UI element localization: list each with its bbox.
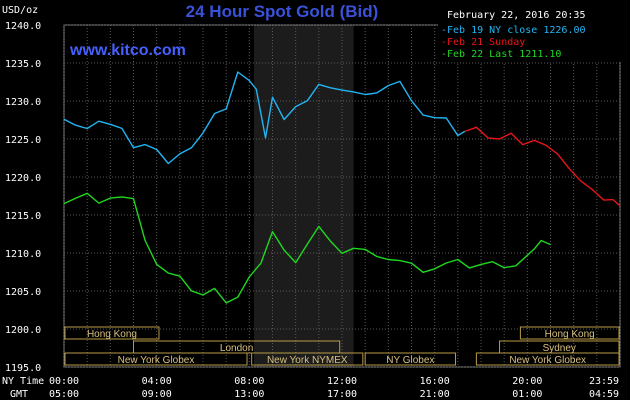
series-line (464, 126, 621, 207)
y-tick-label: 1200.0 (5, 325, 41, 336)
ny-time-label: NY Time (2, 376, 44, 387)
ny-tick-label: 08:00 (234, 376, 264, 387)
legend-entry: -Feb 19 NY close 1226.00 (441, 25, 586, 36)
y-tick-label: 1225.0 (5, 135, 41, 146)
ny-tick-label: 16:00 (420, 376, 450, 387)
session-label: Hong Kong (545, 329, 595, 340)
gmt-tick-label: 05:00 (49, 389, 79, 400)
legend-entry: -Feb 22 Last 1211.10 (441, 49, 561, 60)
session-label: New York Globex (118, 355, 195, 366)
legend: -Feb 19 NY close 1226.00-Feb 21 Sunday-F… (438, 22, 622, 62)
y-axis-ticks: 1240.0 1235.0 1230.0 1225.0 1220.0 1215.0 1210… (5, 21, 41, 374)
y-tick-label: 1240.0 (5, 21, 41, 32)
gmt-tick-label: 13:00 (234, 389, 264, 400)
gmt-tick-label: 01:00 (512, 389, 542, 400)
series-line (63, 71, 466, 165)
ny-tick-label: 23:59 (589, 376, 619, 387)
y-tick-label: 1205.0 (5, 287, 41, 298)
y-tick-label: 1235.0 (5, 59, 41, 70)
gmt-label: GMT (10, 389, 28, 400)
date-label: February 22, 2016 20:35 (447, 10, 585, 21)
x-axis-ticks: 00:00 04:00 08:00 12:00 16:00 20:00 23:59 05:00… (49, 376, 619, 400)
session-label: NY Globex (386, 355, 434, 366)
session-label: Hong Kong (87, 329, 137, 340)
y-tick-label: 1215.0 (5, 211, 41, 222)
legend-entry: -Feb 21 Sunday (441, 37, 525, 48)
session-bar (519, 326, 620, 340)
gmt-tick-label: 17:00 (327, 389, 357, 400)
session-bar (364, 352, 457, 366)
y-tick-label: 1195.0 (5, 363, 41, 374)
gmt-tick-label: 04:59 (589, 389, 619, 400)
unit-label: USD/oz (2, 5, 38, 16)
session-bar (251, 352, 364, 366)
series-line (63, 192, 551, 304)
y-tick-label: 1230.0 (5, 97, 41, 108)
nymex-hours-highlight (253, 25, 354, 367)
y-tick-label: 1220.0 (5, 173, 41, 184)
session-label: New York Globex (509, 355, 586, 366)
session-bar (475, 352, 620, 366)
price-lines (63, 71, 621, 304)
ny-tick-label: 04:00 (142, 376, 172, 387)
ny-tick-label: 12:00 (327, 376, 357, 387)
gmt-tick-label: 21:00 (420, 389, 450, 400)
y-tick-label: 1210.0 (5, 249, 41, 260)
session-bar (64, 352, 248, 366)
highlight-band (253, 25, 354, 367)
ny-tick-label: 20:00 (512, 376, 542, 387)
ny-tick-label: 00:00 (49, 376, 79, 387)
session-label: New York NYMEX (267, 355, 348, 366)
chart-title: 24 Hour Spot Gold (Bid) (186, 2, 379, 21)
chart-grid (63, 24, 621, 368)
site-watermark: www.kitco.com (69, 42, 186, 59)
gmt-tick-label: 09:00 (142, 389, 172, 400)
session-label: Sydney (543, 343, 576, 354)
session-bar (64, 326, 160, 340)
session-label: London (220, 343, 253, 354)
legend-box (438, 22, 622, 62)
